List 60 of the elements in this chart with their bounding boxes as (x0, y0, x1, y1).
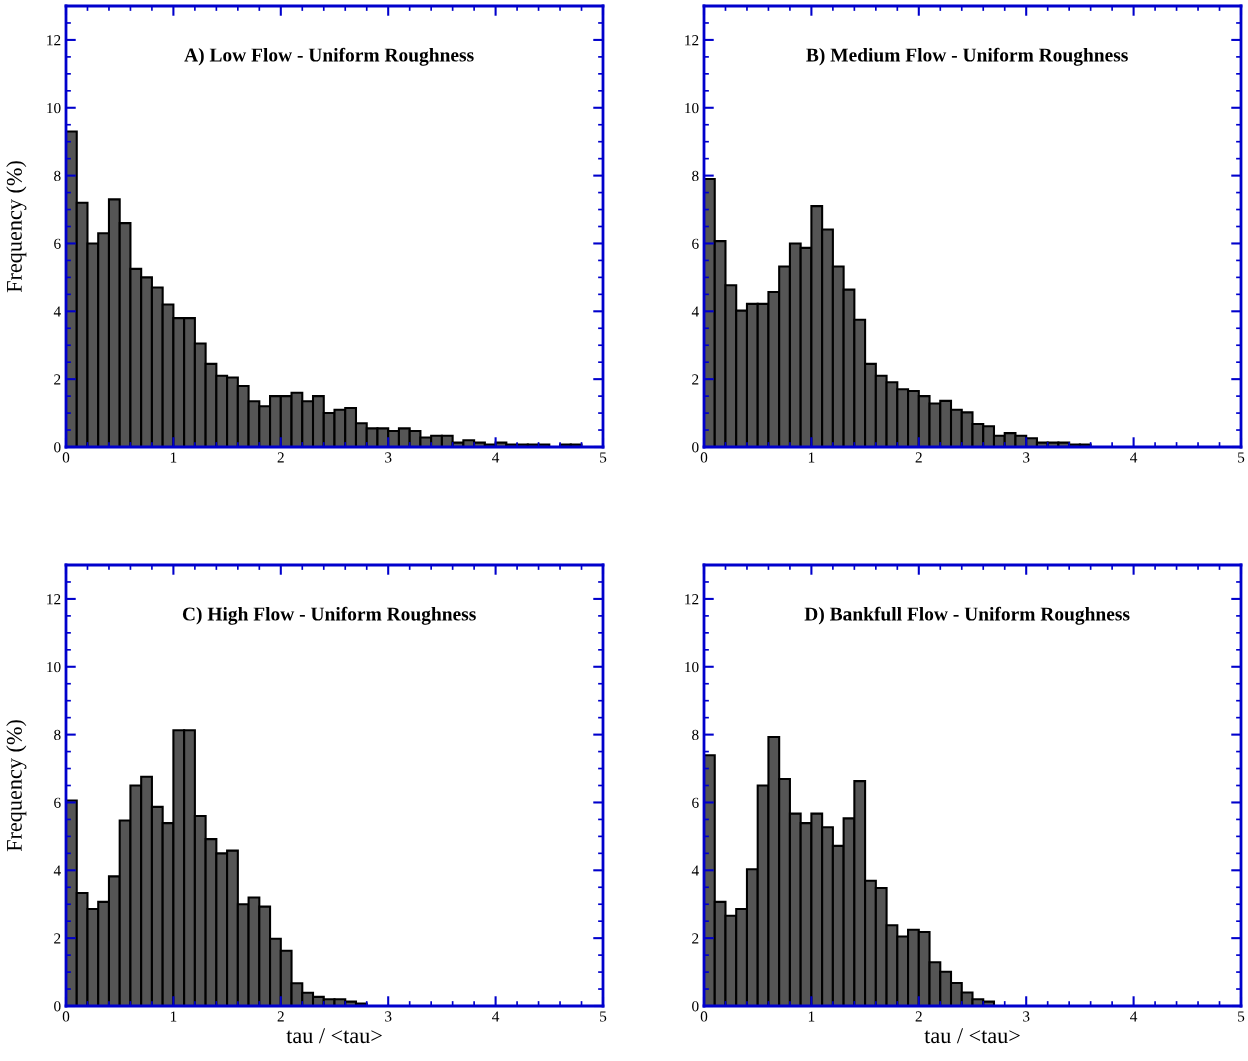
x-tick-label: 5 (600, 1011, 607, 1022)
x-tick-label: 5 (600, 452, 607, 463)
y-tick-label: 10 (47, 102, 61, 114)
x-tick-label: 0 (62, 452, 70, 463)
y-axis-title: Frequency (%) (6, 161, 27, 293)
x-tick-label: 4 (1130, 1011, 1138, 1022)
y-tick-label: 0 (54, 442, 61, 453)
x-tick-label: 3 (1023, 452, 1030, 463)
y-tick-label: 2 (692, 374, 699, 385)
y-tick-label: 8 (54, 729, 61, 741)
y-tick-label: 12 (685, 594, 699, 605)
x-axis-title: tau / <tau> (924, 1028, 1020, 1044)
y-tick-label: 2 (54, 933, 61, 944)
x-tick-label: 1 (808, 1011, 815, 1022)
y-tick-label: 8 (54, 170, 61, 182)
x-tick-label: 0 (700, 452, 708, 463)
x-tick-label: 3 (1023, 1011, 1030, 1022)
y-tick-label: 0 (692, 442, 699, 453)
text: A) Low Flow - Uniform Roughness (184, 47, 474, 66)
y-tick-label: 10 (47, 661, 61, 673)
y-tick-label: 8 (692, 729, 699, 741)
x-tick-label: 4 (1130, 452, 1138, 463)
x-tick-label: 5 (1238, 1011, 1245, 1022)
y-tick-label: 0 (692, 1001, 699, 1012)
x-tick-label: 4 (492, 452, 500, 463)
y-tick-label: 4 (691, 865, 699, 876)
x-tick-label: 4 (492, 1011, 500, 1022)
x-tick-label: 3 (385, 1011, 392, 1022)
x-tick-label: 1 (170, 1011, 177, 1022)
x-tick-label: 0 (62, 1011, 70, 1022)
y-tick-label: 4 (53, 865, 61, 876)
text: B) Medium Flow - Uniform Roughness (806, 47, 1128, 66)
y-tick-label: 6 (54, 238, 61, 249)
x-tick-label: 1 (808, 452, 815, 463)
y-axis-title: Frequency (%) (6, 720, 27, 852)
y-tick-label: 2 (692, 933, 699, 944)
y-tick-label: 12 (685, 35, 699, 46)
y-tick-label: 10 (685, 661, 699, 673)
x-axis-title: tau / <tau> (286, 1028, 382, 1044)
y-tick-label: 4 (691, 306, 699, 317)
y-tick-label: 6 (692, 797, 699, 808)
text: C) High Flow - Uniform Roughness (182, 606, 476, 625)
x-tick-label: 3 (385, 452, 392, 463)
x-tick-label: 0 (700, 1011, 708, 1022)
y-tick-label: 10 (685, 102, 699, 114)
x-tick-label: 5 (1238, 452, 1245, 463)
text: D) Bankfull Flow - Uniform Roughness (804, 606, 1130, 625)
x-tick-label: 2 (915, 452, 922, 463)
y-tick-label: 8 (692, 170, 699, 182)
x-tick-label: 2 (277, 452, 284, 463)
y-tick-label: 4 (53, 306, 61, 317)
y-tick-label: 6 (54, 797, 61, 808)
y-tick-label: 0 (54, 1001, 61, 1012)
x-tick-label: 2 (277, 1011, 284, 1022)
y-tick-label: 12 (47, 594, 61, 605)
y-tick-label: 12 (47, 35, 61, 46)
y-tick-label: 6 (692, 238, 699, 249)
y-tick-label: 2 (54, 374, 61, 385)
x-tick-label: 1 (170, 452, 177, 463)
x-tick-label: 2 (915, 1011, 922, 1022)
